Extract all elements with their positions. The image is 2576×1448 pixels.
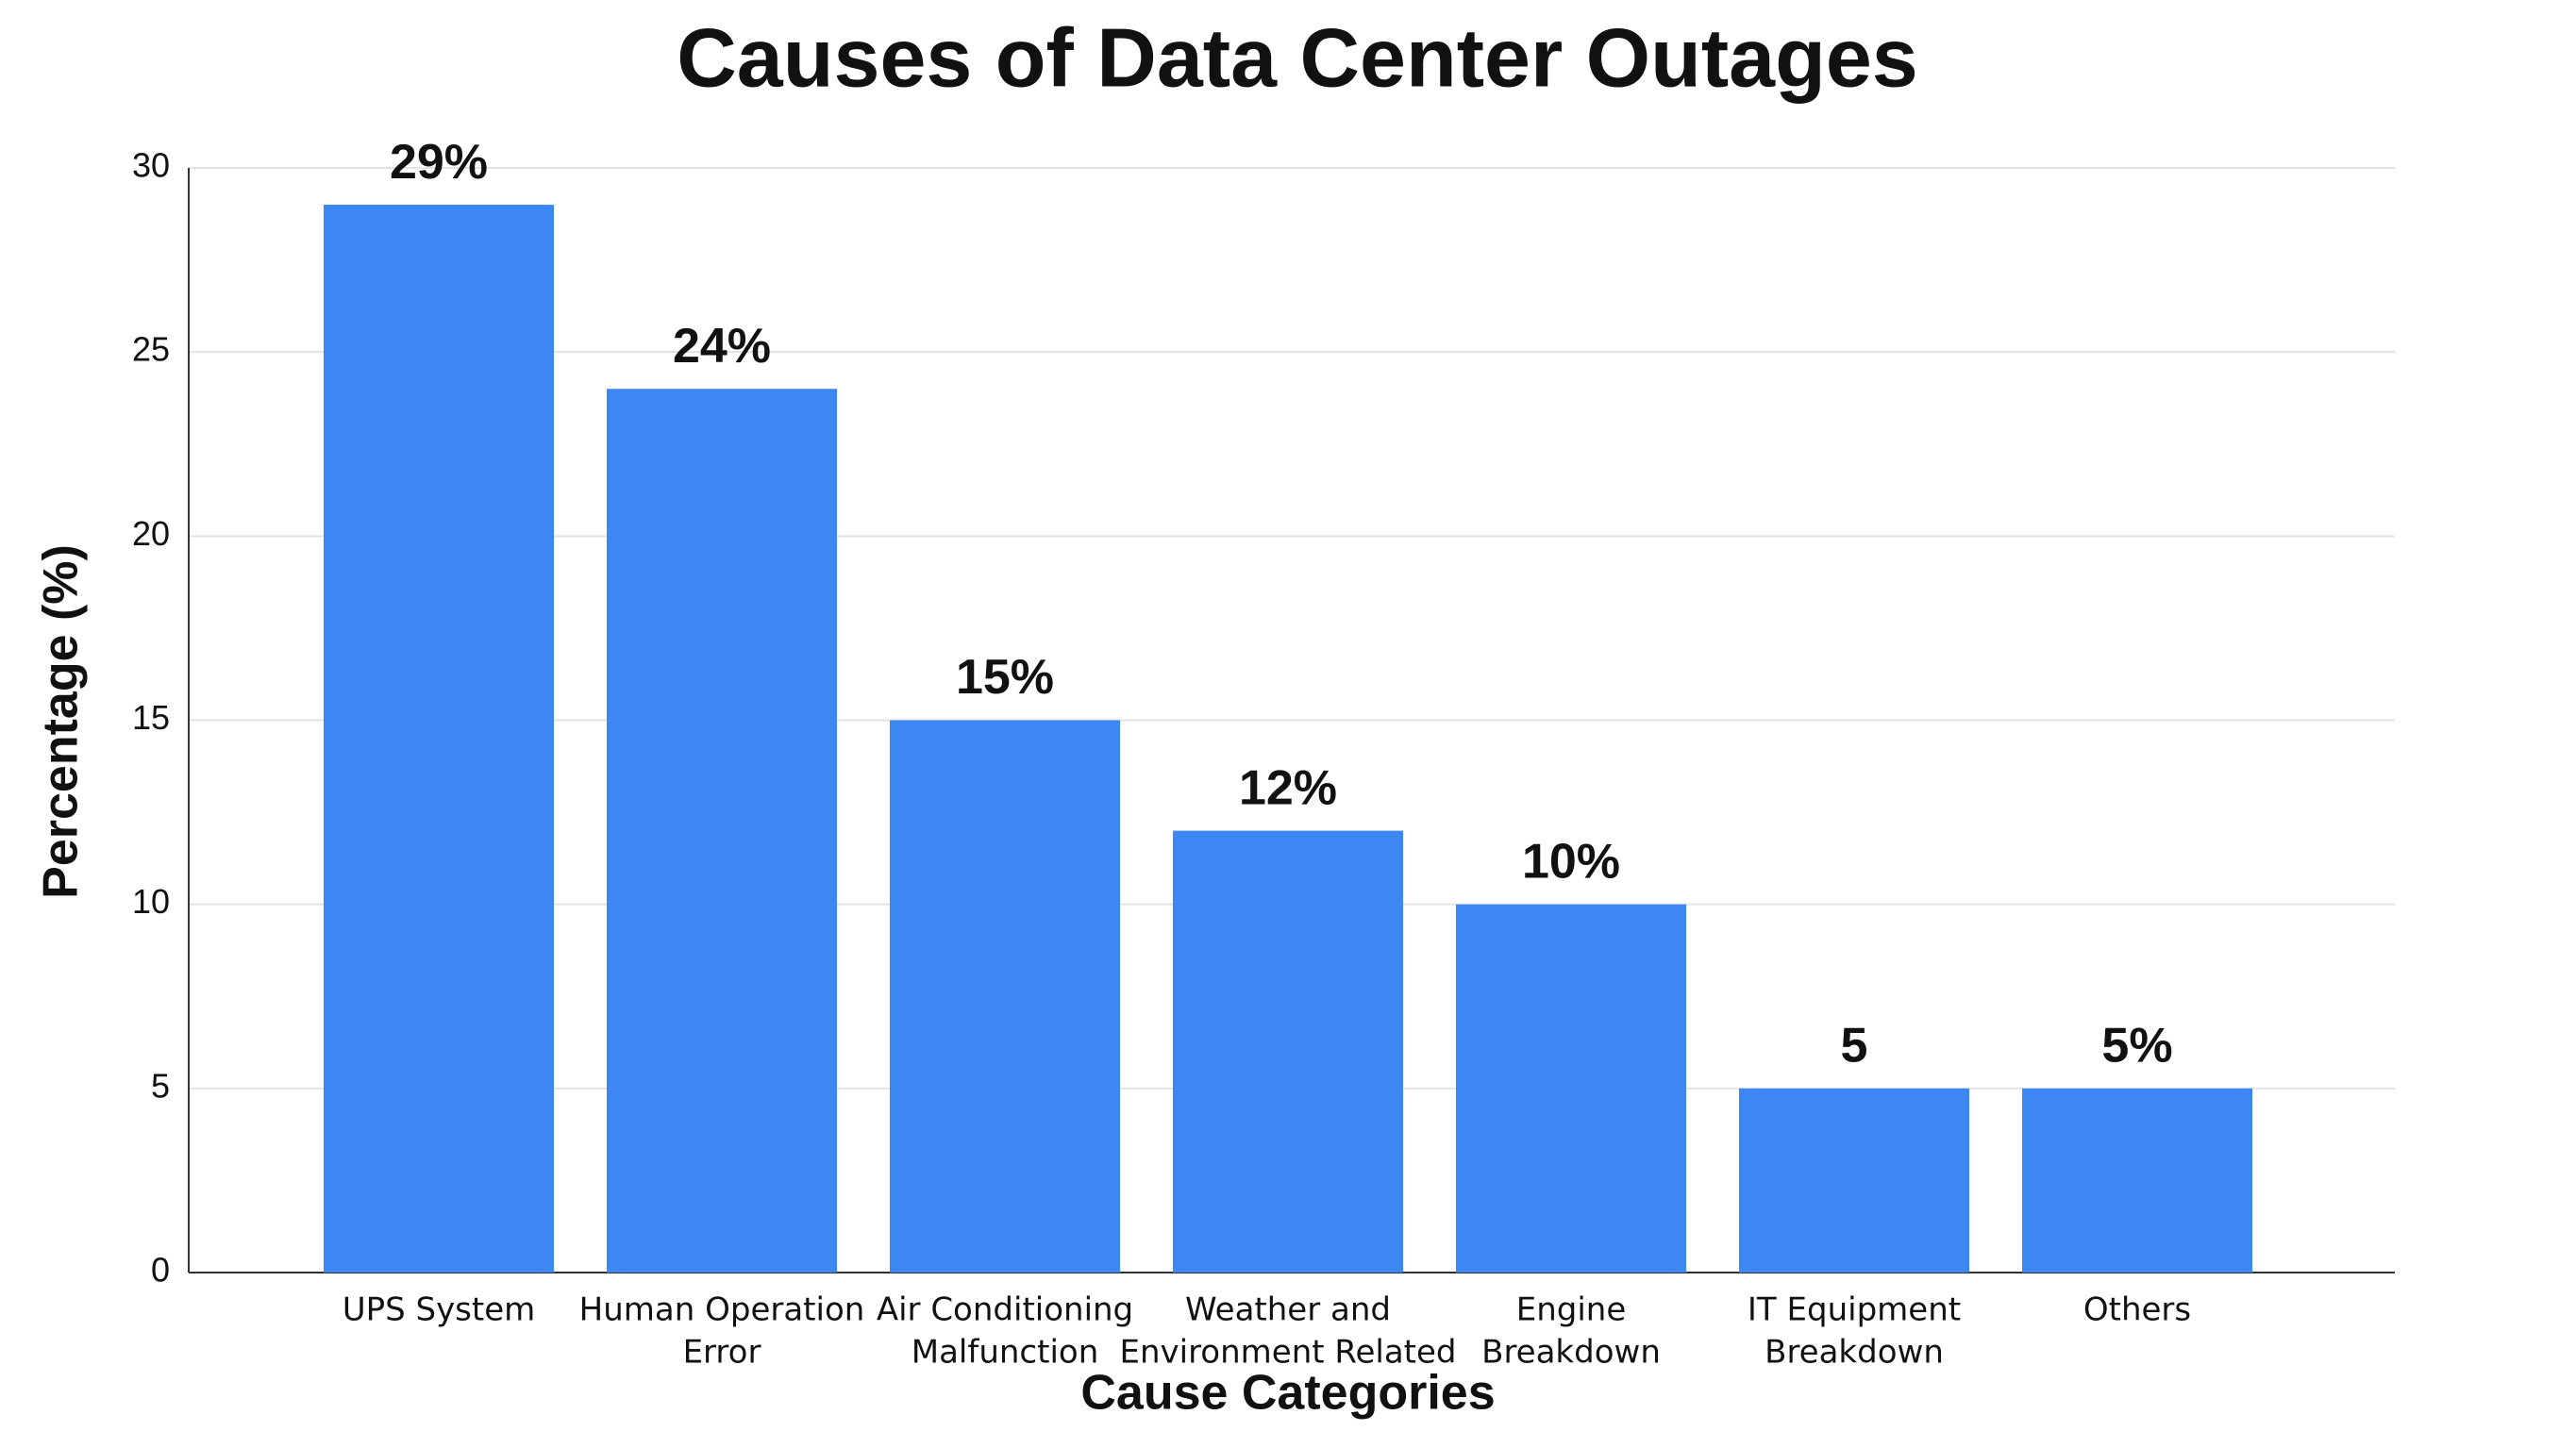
x-tick-label: Air Conditioning xyxy=(877,1291,1133,1329)
value-label: 24% xyxy=(673,319,771,374)
bar xyxy=(890,720,1120,1273)
x-tick-label: Environment Related xyxy=(1119,1334,1456,1372)
y-tick-label: 30 xyxy=(132,146,170,185)
y-tick-label: 5 xyxy=(151,1066,170,1105)
value-label: 15% xyxy=(956,650,1054,705)
value-label: 5% xyxy=(2101,1019,2172,1074)
y-tick-label: 10 xyxy=(132,882,170,921)
x-tick-label: Error xyxy=(683,1334,761,1372)
bar xyxy=(2022,1088,2252,1273)
bar xyxy=(1739,1088,1969,1273)
bar xyxy=(1173,830,1403,1273)
value-label: 12% xyxy=(1239,760,1337,815)
x-tick-label: IT Equipment xyxy=(1748,1291,1961,1329)
x-tick-label: Human Operation xyxy=(579,1291,865,1329)
y-axis-title: Percentage (%) xyxy=(34,544,89,899)
bar xyxy=(1456,904,1686,1273)
bar xyxy=(324,205,554,1273)
x-tick-label: Breakdown xyxy=(1765,1334,1944,1372)
y-tick-label: 0 xyxy=(151,1251,170,1290)
x-tick-label: Engine xyxy=(1516,1291,1627,1329)
chart-title: Causes of Data Center Outages xyxy=(677,10,1918,104)
x-tick-label: Others xyxy=(2083,1291,2191,1329)
y-tick-label: 20 xyxy=(132,514,170,553)
x-tick-label: Weather and xyxy=(1185,1291,1391,1329)
y-tick-label: 15 xyxy=(132,698,170,737)
value-label: 10% xyxy=(1522,834,1620,889)
bar xyxy=(607,389,837,1273)
x-tick-label: Breakdown xyxy=(1481,1334,1661,1372)
x-tick-label: UPS System xyxy=(343,1291,536,1329)
value-label: 29% xyxy=(390,135,488,190)
y-tick-label: 25 xyxy=(132,330,170,369)
x-axis-title: Cause Categories xyxy=(1080,1366,1495,1421)
value-label: 5 xyxy=(1841,1019,1868,1074)
x-tick-label: Malfunction xyxy=(912,1334,1099,1372)
